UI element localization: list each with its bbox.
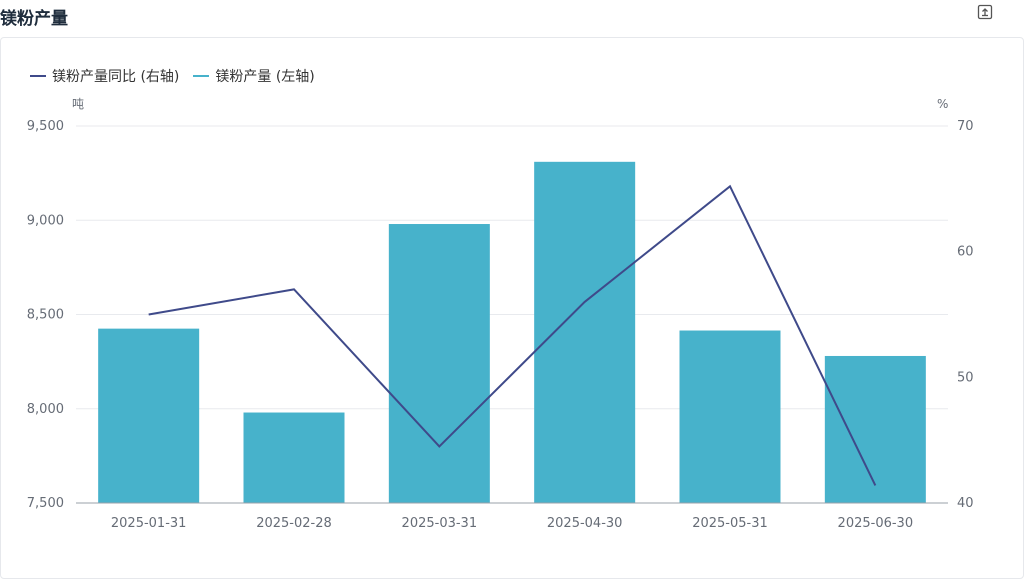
legend-label-yoy: 镁粉产量同比 (右轴) [52, 69, 180, 85]
x-tick-label: 2025-04-30 [547, 516, 623, 531]
legend-swatch-yoy [30, 75, 46, 77]
bar [243, 412, 345, 503]
y-left-tick-label: 9,500 [27, 119, 64, 134]
bar [388, 224, 490, 503]
legend-swatch-output [193, 75, 210, 77]
y-right-tick-label: 70 [957, 119, 974, 134]
y-left-tick-label: 7,500 [27, 496, 64, 511]
bar [679, 330, 781, 503]
bar [534, 161, 636, 503]
x-tick-label: 2025-05-31 [692, 516, 768, 531]
yoy-line [148, 184, 877, 486]
y-right-tick-label: 50 [957, 370, 974, 385]
x-tick-label: 2025-02-28 [256, 516, 332, 531]
legend-item-output[interactable]: 镁粉产量 (左轴) [193, 66, 315, 86]
y-left-tick-label: 9,000 [27, 213, 64, 228]
y-left-unit: 吨 [72, 97, 84, 111]
x-tick-label: 2025-01-31 [111, 516, 187, 531]
export-icon [977, 4, 993, 20]
x-tick-label: 2025-03-31 [402, 516, 478, 531]
bar [98, 328, 200, 503]
legend-label-output: 镁粉产量 (左轴) [215, 69, 315, 85]
bar [824, 355, 926, 503]
export-button[interactable] [976, 3, 994, 21]
page-title: 镁粉产量 [0, 9, 68, 29]
legend-item-yoy[interactable]: 镁粉产量同比 (右轴) [30, 66, 179, 86]
x-tick-label: 2025-06-30 [838, 516, 914, 531]
y-right-tick-label: 40 [957, 496, 974, 511]
chart-legend: 镁粉产量同比 (右轴) 镁粉产量 (左轴) [30, 66, 315, 86]
y-left-tick-label: 8,000 [27, 402, 64, 417]
y-left-tick-label: 8,500 [27, 308, 64, 323]
y-right-unit: % [937, 97, 948, 111]
y-right-tick-label: 60 [957, 245, 974, 260]
